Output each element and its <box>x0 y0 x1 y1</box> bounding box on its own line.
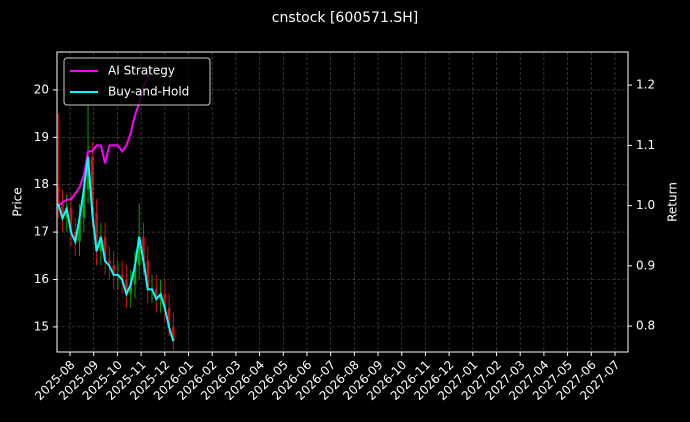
candle-body <box>108 260 111 266</box>
candle-body <box>125 279 128 294</box>
candle-body <box>69 208 73 233</box>
y2-tick-label: 0.9 <box>636 258 655 272</box>
y2-axis-label: Return <box>666 182 680 222</box>
candle-body <box>103 236 107 261</box>
y-tick-label: 20 <box>34 82 49 96</box>
y-tick-label: 18 <box>34 177 49 191</box>
legend-label: Buy-and-Hold <box>108 85 189 99</box>
candle-body <box>137 236 141 266</box>
y-tick-label: 19 <box>34 130 49 144</box>
y-tick-label: 16 <box>34 272 49 286</box>
y-axis-label: Price <box>11 187 25 216</box>
candle-body <box>99 236 103 252</box>
legend-label: AI Strategy <box>108 64 175 78</box>
y2-tick-label: 1.1 <box>636 138 655 152</box>
y2-tick-label: 1.2 <box>636 78 655 92</box>
candle-body <box>146 260 150 289</box>
candle-body <box>154 288 158 299</box>
candle-body <box>78 217 81 242</box>
legend-box <box>63 57 211 106</box>
candle-body <box>167 307 171 327</box>
y2-tick-label: 0.8 <box>636 319 655 333</box>
candle-body <box>91 156 94 214</box>
candle-body <box>112 265 115 275</box>
plot-frame <box>56 51 629 353</box>
candle-body <box>56 184 60 204</box>
y-tick-label: 15 <box>34 319 49 333</box>
y-tick-label: 17 <box>34 225 49 239</box>
candle-body <box>61 203 64 218</box>
candle-body <box>142 236 145 261</box>
series-line <box>57 66 153 207</box>
candle-body <box>82 189 86 218</box>
candle-body <box>86 156 90 190</box>
candle-body <box>120 274 124 280</box>
candle-body <box>133 265 137 285</box>
candle-body <box>129 284 132 294</box>
candle-body <box>95 213 98 252</box>
candle-body <box>172 326 175 342</box>
y2-tick-label: 1.0 <box>636 198 655 212</box>
series-line <box>57 156 175 342</box>
candle-body <box>163 293 167 308</box>
chart-title: cnstock [600571.SH] <box>272 10 418 26</box>
